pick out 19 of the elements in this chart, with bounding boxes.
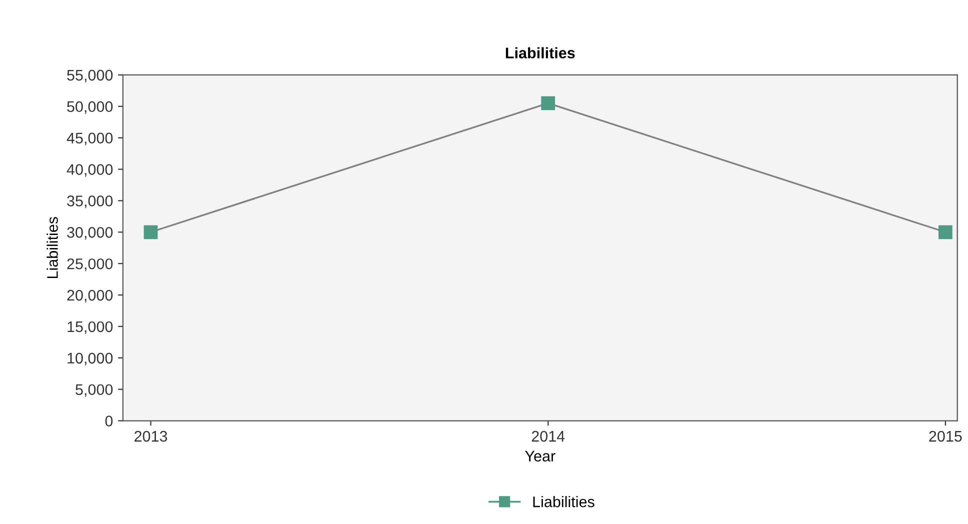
y-tick-label: 30,000	[67, 227, 113, 240]
y-tick-label: 10,000	[68, 352, 113, 366]
y-tick-label: 5,000	[76, 384, 113, 397]
legend-label: Liabilities	[533, 496, 594, 508]
x-tick-label: 2015	[929, 430, 962, 442]
y-tick-label: 45,000	[66, 132, 113, 146]
y-tick-label: 25,000	[67, 258, 113, 272]
x-tick-label: 2013	[134, 430, 168, 442]
chart-title: Liabilities	[506, 47, 575, 58]
y-tick-label: 40,000	[66, 164, 113, 177]
x-tick-label: 2014	[532, 430, 565, 442]
y-axis-title: Liabilities	[46, 216, 58, 278]
y-tick-label: 20,000	[67, 290, 113, 303]
x-axis-title: Year	[525, 450, 556, 462]
y-tick-label: 35,000	[67, 196, 113, 208]
y-tick-label: 55,000	[67, 70, 113, 82]
y-tick-label: 50,000	[67, 101, 113, 114]
y-tick-label: 0	[105, 416, 113, 426]
y-tick-label: 15,000	[68, 321, 113, 334]
